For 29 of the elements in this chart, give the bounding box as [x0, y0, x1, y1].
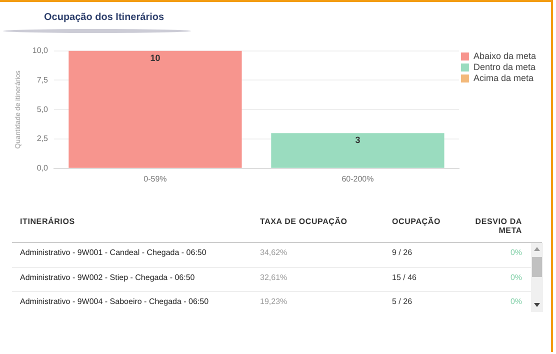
text: 15 / 46 [392, 272, 416, 282]
text: 0% [509, 297, 522, 306]
text: 9 / 26 [392, 248, 412, 257]
y-tick-label: 5,0 [36, 104, 49, 114]
legend-label: Dentro da meta [473, 62, 536, 72]
text: Administrativo - 9W001 - Candeal - Chegada - 06:50 [20, 248, 206, 257]
chart-title: Ocupação dos Itinerários [44, 12, 164, 23]
y-tick-label: 7,5 [36, 75, 49, 84]
text: 32,61% [260, 272, 288, 282]
text: 0% [509, 272, 522, 282]
data-label: 3 [355, 135, 360, 146]
text: Administrativo - 9W002 - Stiep - Chegada - 06:50 [20, 272, 195, 282]
text: 0% [509, 248, 522, 257]
text: TAXA DE OCUPAÇÃO [260, 217, 348, 226]
x-tick-label: 60-200% [342, 174, 374, 184]
y-tick-label: 10,0 [32, 46, 49, 56]
y-tick-label: 2,5 [36, 134, 49, 144]
text: ITINERÁRIOS [20, 217, 75, 226]
y-tick-label: 0,0 [36, 164, 49, 173]
text: OCUPAÇÃO [392, 217, 440, 226]
x-tick-label: 0-59% [144, 174, 167, 184]
data-label: 10 [150, 52, 160, 63]
text: Administrativo - 9W004 - Saboeiro - Chegada - 06:50 [20, 297, 209, 306]
text: 5 / 26 [392, 297, 412, 306]
text: 34,62% [260, 248, 288, 257]
text: DESVIO DA META [474, 217, 522, 235]
legend-label: Acima da meta [473, 72, 534, 83]
text: 19,23% [260, 297, 288, 306]
legend-label: Abaixo da meta [473, 50, 536, 61]
